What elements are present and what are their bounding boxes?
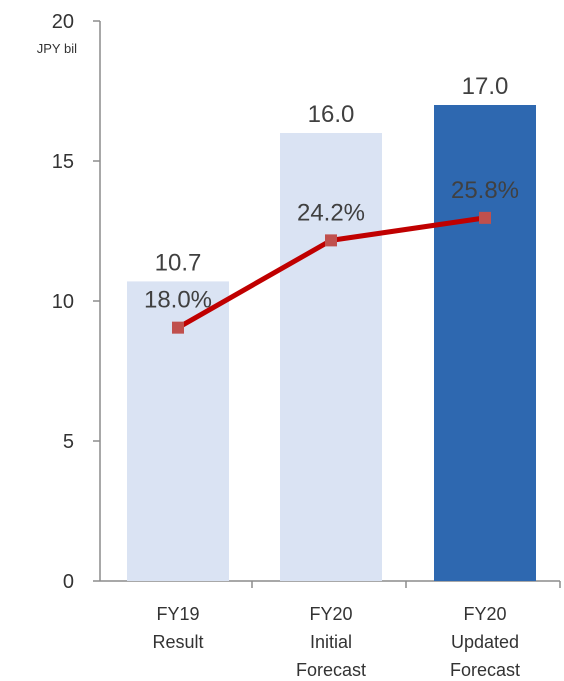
category-label: FY19 Result bbox=[152, 604, 203, 652]
y-tick-label: 0 bbox=[63, 571, 74, 593]
bar bbox=[434, 105, 536, 581]
line-value-label: 24.2% bbox=[297, 199, 365, 226]
line-series bbox=[172, 211, 491, 334]
bar-value-label: 17.0 bbox=[462, 73, 509, 100]
y-tick-label: 10 bbox=[52, 291, 74, 313]
category-label: FY20 Initial Forecast bbox=[296, 604, 366, 680]
bar-value-label: 16.0 bbox=[308, 101, 355, 128]
line-marker bbox=[172, 321, 184, 334]
bars bbox=[127, 105, 536, 581]
bar-value-label: 10.7 bbox=[155, 249, 202, 276]
y-tick-label: 5 bbox=[63, 431, 74, 453]
labels: 10.7 16.0 17.0 18.0% 24.2% 25.8% bbox=[144, 73, 519, 314]
line-marker bbox=[479, 211, 491, 224]
line-value-label: 25.8% bbox=[451, 177, 519, 204]
line-value-label: 18.0% bbox=[144, 287, 212, 314]
y-tick-label: 20 bbox=[52, 11, 74, 33]
y-tick-label: 15 bbox=[52, 151, 74, 173]
category-label: FY20 Updated Forecast bbox=[450, 604, 520, 680]
y-unit-label: JPY bil bbox=[37, 41, 77, 56]
bar bbox=[280, 133, 382, 581]
line-marker bbox=[325, 234, 337, 247]
axes: 0 5 10 15 20 JPY bil FY19 Result FY20 Initial Fore… bbox=[37, 11, 561, 680]
